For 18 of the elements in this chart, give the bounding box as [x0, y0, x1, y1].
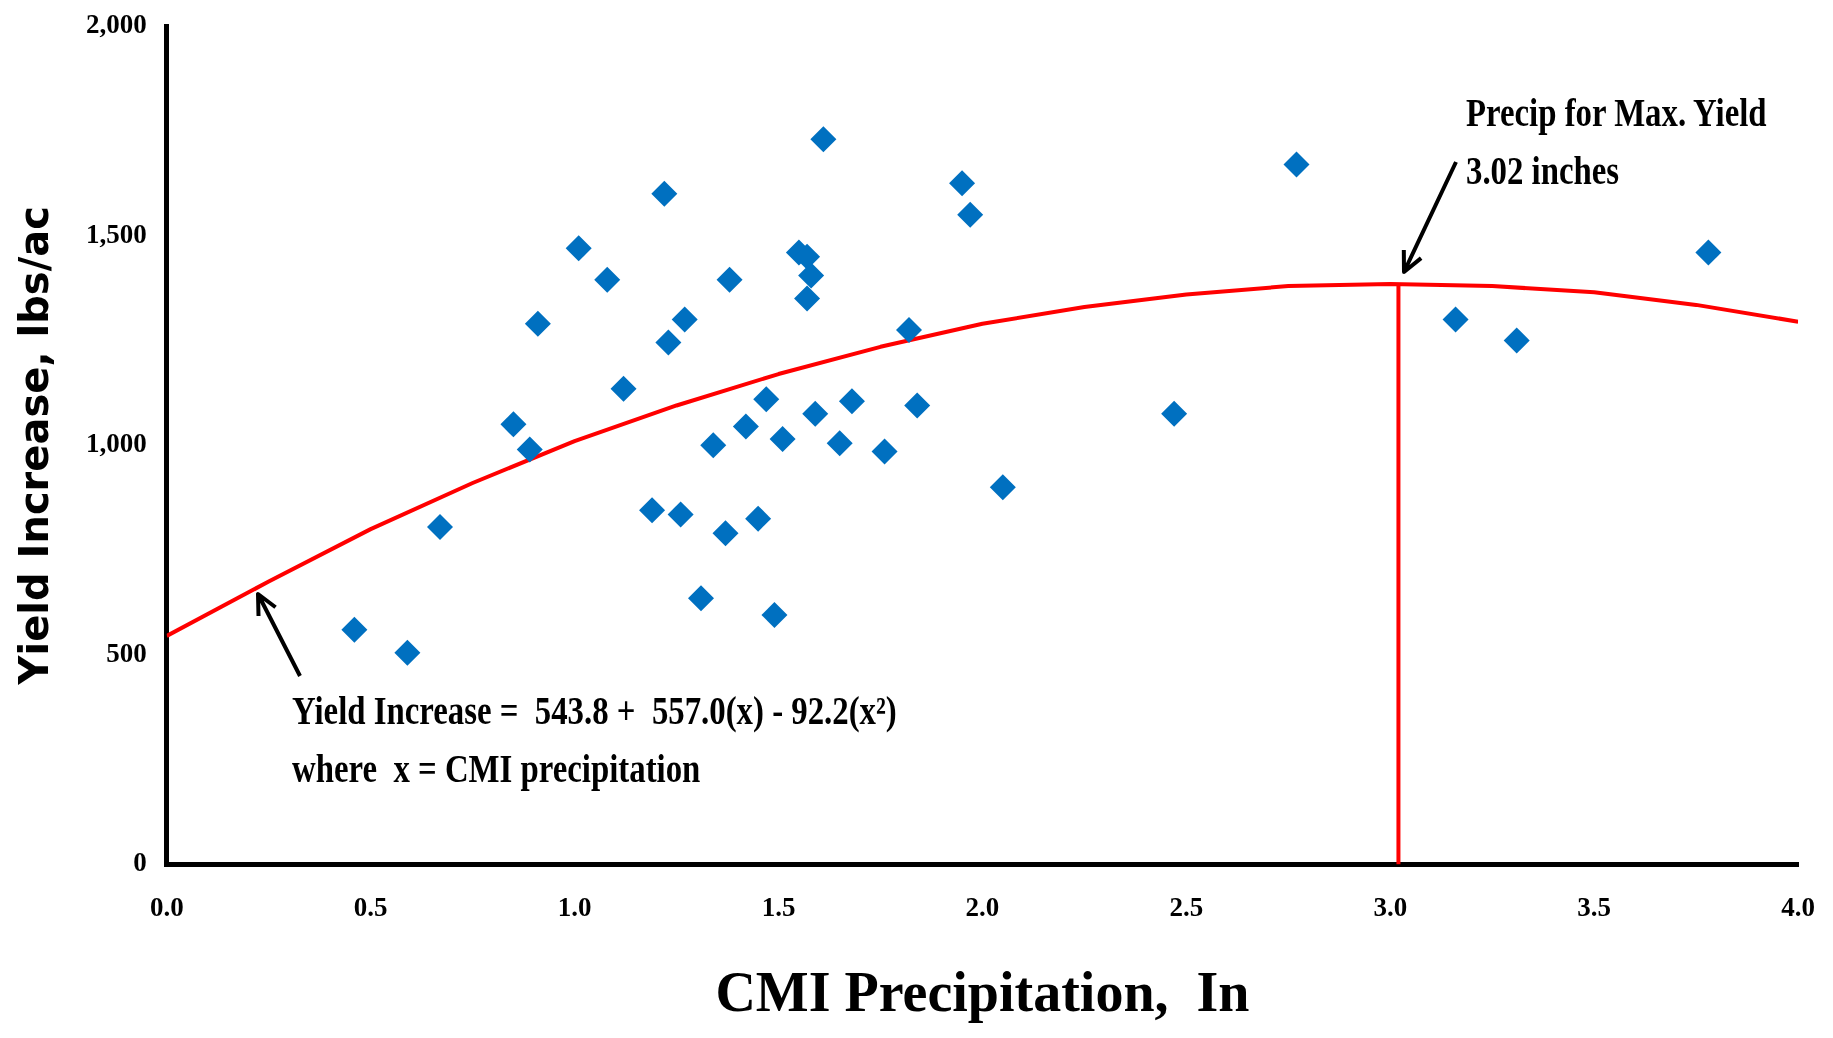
x-axis-title: CMI Precipitation, In [715, 960, 1250, 1023]
x-tick-label: 2.0 [965, 891, 1000, 922]
annotation: Yield Increase = 543.8 + 557.0(x) - 92.2(x²) where x = CMI precipitation [292, 686, 898, 793]
x-tick-label: 4.0 [1781, 891, 1815, 922]
x-tick-label: 0.5 [353, 891, 388, 922]
y-tick-label: 1,500 [86, 218, 147, 249]
y-tick-label: 500 [106, 637, 147, 668]
x-tick-label: 2.5 [1169, 891, 1204, 922]
y-tick-label: 0 [133, 847, 147, 878]
y-axis-title: Yield Increase, lbs/ac [11, 206, 58, 686]
x-tick-label: 1.5 [761, 891, 796, 922]
x-tick-label: 3.5 [1577, 891, 1612, 922]
x-tick-label: 1.0 [557, 891, 592, 922]
annotation: Precip for Max. Yield 3.02 inches [1465, 88, 1767, 195]
y-tick-label: 2,000 [86, 9, 147, 40]
x-tick-label: 3.0 [1373, 891, 1408, 922]
x-tick-label: 0.0 [149, 891, 184, 922]
y-tick-label: 1,000 [86, 428, 147, 459]
